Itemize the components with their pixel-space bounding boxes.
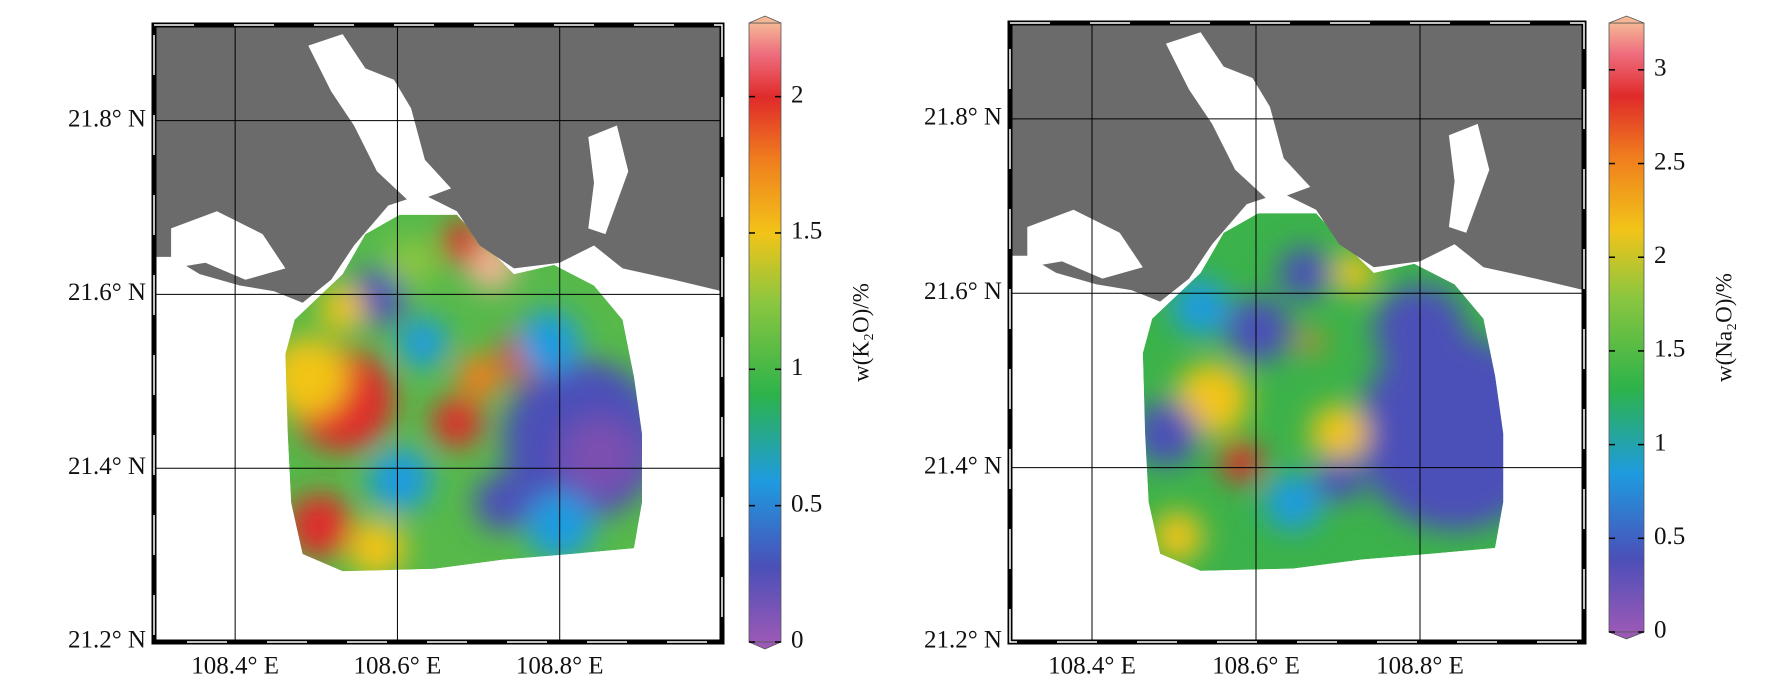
colorbar-tick-label: 1.5	[1654, 336, 1685, 363]
field-blob	[367, 447, 432, 512]
land	[154, 25, 722, 303]
water-inlet	[588, 125, 629, 235]
field-blob	[285, 336, 349, 417]
field-blob	[559, 416, 640, 497]
field	[285, 214, 642, 572]
field-blob	[386, 237, 437, 288]
water-inlet	[1165, 32, 1311, 202]
land	[1010, 23, 1584, 302]
map-frame-pattern	[1009, 22, 1585, 643]
field-blob	[397, 317, 448, 368]
y-tick-label: 21.4° N	[68, 453, 146, 480]
colorbar-tick-label: 1.5	[791, 218, 822, 245]
field-blob	[1152, 511, 1203, 562]
field-blob	[456, 354, 503, 400]
field-blob	[1220, 441, 1262, 483]
field-blob	[474, 474, 532, 532]
colorbar-tick-label: 1	[791, 354, 804, 381]
colorbar-label: w(K₂O)/%	[848, 283, 873, 382]
field-blob	[287, 493, 352, 558]
field-blob	[1279, 247, 1330, 299]
field-blob	[1316, 456, 1363, 503]
x-tick-label: 108.4° E	[191, 653, 279, 680]
y-tick-label: 21.6° N	[68, 279, 146, 306]
field-blob	[1310, 404, 1369, 463]
x-tick-label: 108.8° E	[516, 653, 604, 680]
x-tick-label: 108.6° E	[354, 653, 442, 680]
colorbar-tick-label: 0.5	[1654, 523, 1685, 550]
water-inlet	[1448, 123, 1490, 233]
colorbar-tick-label: 1	[1654, 429, 1667, 456]
x-tick-label: 108.6° E	[1212, 653, 1300, 680]
y-tick-label: 21.6° N	[924, 278, 1002, 305]
colorbar-tick-label: 0	[1654, 617, 1667, 644]
colorbar-extend-bottom	[1608, 631, 1645, 640]
colorbar-extend-top	[748, 15, 782, 24]
field-blob	[1264, 473, 1322, 531]
water-inlet	[1027, 209, 1143, 279]
field-blob	[1298, 330, 1322, 354]
y-tick-label: 21.8° N	[68, 105, 146, 132]
colorbar	[748, 22, 782, 643]
field-blob	[1225, 298, 1291, 363]
field-blob	[1142, 401, 1199, 466]
field-blobs	[285, 221, 642, 572]
y-tick-label: 21.2° N	[68, 627, 146, 654]
colorbar-tick-label: 3	[1654, 55, 1667, 82]
x-tick-label: 108.8° E	[1376, 653, 1464, 680]
colorbar	[1608, 22, 1645, 633]
y-tick-label: 21.2° N	[924, 627, 1002, 654]
field-blob	[348, 519, 406, 572]
x-tick-label: 108.4° E	[1048, 653, 1136, 680]
water-inlet	[308, 34, 452, 204]
field-blob	[319, 285, 366, 332]
colorbar-tick-label: 2	[791, 81, 804, 108]
colorbar-label: w(Na₂O)/%	[1711, 273, 1736, 382]
field-blob	[431, 397, 482, 448]
y-tick-label: 21.4° N	[924, 452, 1002, 479]
colorbar-extend-bottom	[748, 641, 782, 650]
map-frame-pattern	[153, 24, 723, 643]
colorbar-extend-top	[1608, 15, 1645, 24]
field-blob	[516, 310, 581, 375]
colorbar-tick-label: 0	[791, 627, 804, 654]
y-tick-label: 21.8° N	[924, 104, 1002, 131]
field-blob	[1356, 335, 1504, 531]
water-inlet	[171, 211, 286, 280]
colorbar-tick-label: 2	[1654, 242, 1667, 269]
field-blob	[1171, 278, 1230, 336]
colorbar-tick-label: 0.5	[791, 490, 822, 517]
colorbar-tick-label: 2.5	[1654, 148, 1685, 175]
